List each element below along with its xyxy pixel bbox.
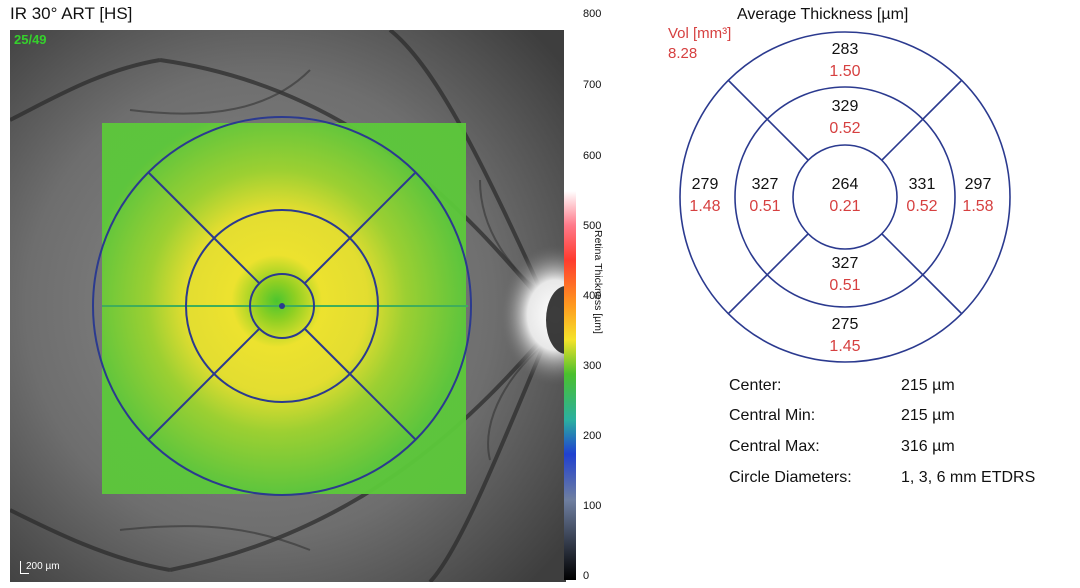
stat-value-center: 215 µm (901, 377, 955, 394)
inner-nasal-volume: 0.52 (906, 198, 937, 215)
colorbar-tick: 500 (583, 220, 602, 232)
center-volume: 0.21 (829, 198, 860, 215)
inner-temporal-thickness: 327 (752, 176, 779, 193)
stat-label-central-max: Central Max: (729, 438, 820, 455)
outer-nasal-volume: 1.58 (962, 198, 993, 215)
outer-temporal-volume: 1.48 (689, 198, 720, 215)
colorbar-tick: 0 (583, 570, 590, 582)
inner-superior-volume: 0.52 (829, 120, 860, 137)
outer-superior-volume: 1.50 (829, 63, 860, 80)
stat-label-circle-diameters: Circle Diameters: (729, 469, 852, 486)
stat-label-center: Center: (729, 377, 782, 394)
outer-temporal-thickness: 279 (692, 176, 719, 193)
outer-inferior-volume: 1.45 (829, 338, 860, 355)
scale-label: 200 µm (26, 561, 60, 572)
colorbar-label: Retina Thickness [µm] (592, 230, 604, 334)
volume-total: 8.28 (668, 45, 698, 62)
scan-counter: 25/49 (14, 32, 47, 47)
fundus-image: 25/49 200 µm (10, 30, 566, 582)
colorbar-tick: 200 (583, 430, 602, 442)
outer-nasal-thickness: 297 (965, 176, 992, 193)
inner-nasal-thickness: 331 (909, 176, 936, 193)
stat-value-circle-diameters: 1, 3, 6 mm ETDRS (901, 469, 1036, 486)
stat-value-central-min: 215 µm (901, 407, 955, 424)
stat-label-central-min: Central Min: (729, 407, 816, 424)
center-thickness: 264 (832, 176, 859, 193)
stat-value-central-max: 316 µm (901, 438, 955, 455)
outer-inferior-thickness: 275 (832, 316, 859, 333)
inner-temporal-volume: 0.51 (749, 198, 780, 215)
volume-label: Vol [mm³] (668, 25, 732, 42)
colorbar-tick: 100 (583, 500, 602, 512)
outer-superior-thickness: 283 (832, 41, 859, 58)
fundus-svg (10, 30, 566, 582)
inner-inferior-thickness: 327 (832, 255, 859, 272)
colorbar-tick: 400 (583, 290, 602, 302)
inner-superior-thickness: 329 (832, 98, 859, 115)
thickness-colorbar (564, 8, 576, 580)
etdrs-grid: 264 0.21 329 0.52 327 0.51 327 0.51 331 … (670, 22, 1020, 372)
etdrs-svg: 264 0.21 329 0.52 327 0.51 327 0.51 331 … (679, 31, 1011, 363)
inner-inferior-volume: 0.51 (829, 277, 860, 294)
fundus-title: IR 30° ART [HS] (10, 4, 133, 23)
scale-bar (20, 561, 29, 574)
colorbar-tick: 600 (583, 150, 602, 162)
etdrs-title: Average Thickness [µm] (737, 6, 909, 23)
colorbar-svg (564, 8, 576, 580)
colorbar-tick: 700 (583, 79, 602, 91)
colorbar-tick: 300 (583, 360, 602, 372)
colorbar-tick: 800 (583, 8, 602, 20)
